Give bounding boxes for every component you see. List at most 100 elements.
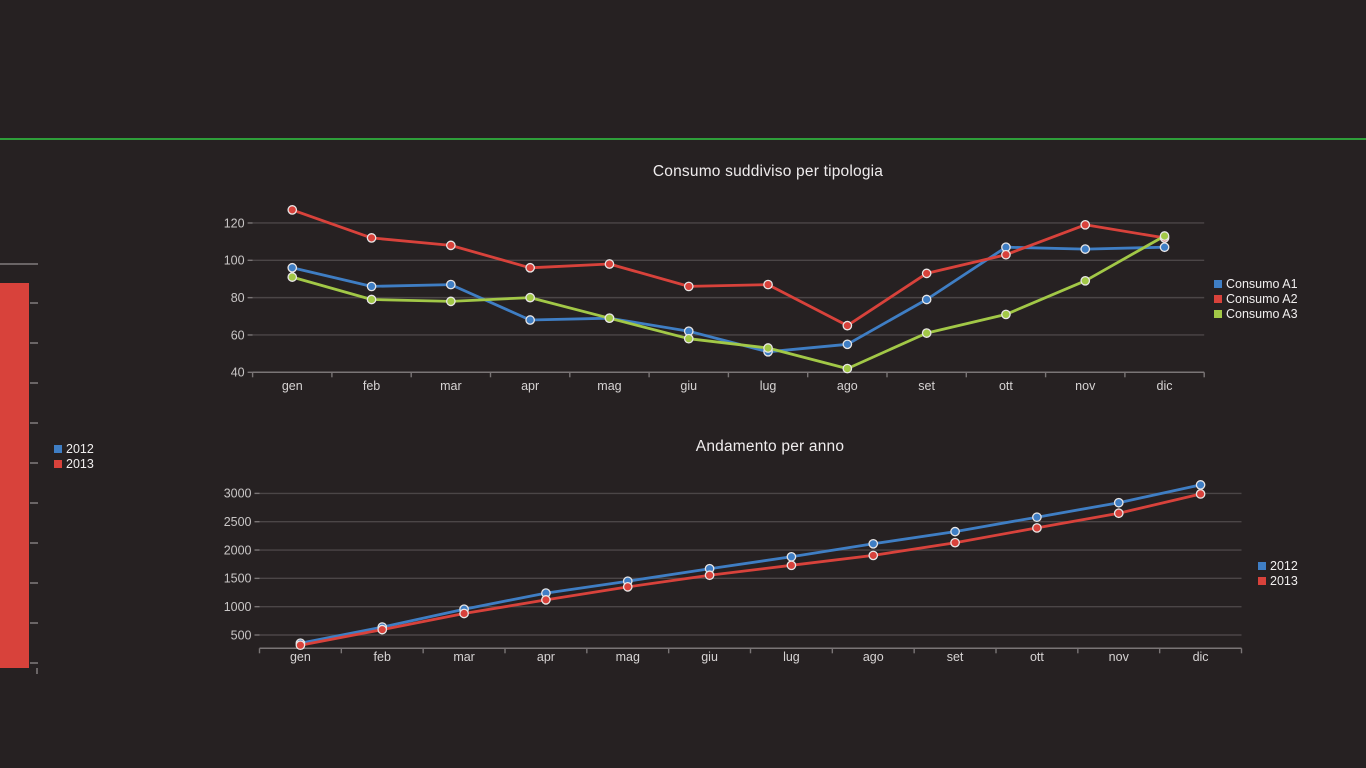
legend-swatch bbox=[54, 460, 62, 469]
data-point-Consumo A3-feb[interactable] bbox=[366, 294, 377, 305]
x-axis-label: lug bbox=[783, 650, 800, 664]
data-point-Consumo A2-feb[interactable] bbox=[366, 233, 377, 243]
chart-anno-legend: 2012 2013 bbox=[1258, 559, 1298, 589]
y-axis-label: 120 bbox=[224, 216, 245, 230]
legend-label: 2012 bbox=[1270, 559, 1298, 573]
data-point-2013-gen[interactable] bbox=[295, 640, 306, 651]
x-axis-label: giu bbox=[680, 379, 697, 393]
data-point-Consumo A1-ago[interactable] bbox=[842, 339, 853, 350]
legend-item-2012[interactable]: 2012 bbox=[54, 441, 94, 457]
legend-swatch bbox=[1214, 280, 1222, 288]
legend-item-Consumo A2[interactable]: Consumo A2 bbox=[1214, 292, 1298, 307]
data-point-Consumo A2-ott[interactable] bbox=[1001, 249, 1011, 260]
x-axis-label: mar bbox=[440, 379, 462, 393]
chart-title-tipologia: Consumo suddiviso per tipologia bbox=[652, 163, 884, 180]
data-point-Consumo A3-gen[interactable] bbox=[287, 272, 298, 282]
data-point-2013-set[interactable] bbox=[950, 537, 960, 548]
x-axis-label: dic bbox=[1157, 379, 1173, 393]
legend-swatch bbox=[1258, 577, 1266, 585]
data-point-Consumo A2-giu[interactable] bbox=[683, 281, 694, 292]
data-point-2012-lug[interactable] bbox=[786, 551, 797, 562]
y-axis-label: 2000 bbox=[224, 543, 252, 557]
x-axis-label: ott bbox=[1030, 650, 1044, 664]
data-point-Consumo A3-mar[interactable] bbox=[446, 296, 456, 307]
data-point-Consumo A1-feb[interactable] bbox=[366, 281, 377, 292]
y-axis-label: 60 bbox=[231, 328, 245, 342]
data-point-Consumo A3-mag[interactable] bbox=[604, 313, 615, 324]
legend-swatch bbox=[54, 444, 62, 453]
data-point-2012-ago[interactable] bbox=[868, 538, 879, 549]
data-point-2013-mag[interactable] bbox=[622, 582, 633, 592]
data-point-Consumo A2-lug[interactable] bbox=[763, 279, 773, 290]
y-axis-label: 1500 bbox=[224, 572, 252, 586]
data-point-Consumo A3-set[interactable] bbox=[921, 328, 932, 338]
clipped-y-axis-tick bbox=[29, 422, 38, 424]
data-point-2013-lug[interactable] bbox=[786, 560, 797, 571]
data-point-Consumo A3-ott[interactable] bbox=[1001, 309, 1011, 320]
y-axis-label: 40 bbox=[231, 366, 245, 380]
x-axis-label: gen bbox=[282, 379, 303, 393]
data-point-Consumo A1-dic[interactable] bbox=[1159, 242, 1170, 253]
data-point-Consumo A2-set[interactable] bbox=[921, 268, 932, 279]
data-point-Consumo A3-nov[interactable] bbox=[1080, 275, 1091, 286]
data-point-Consumo A2-mar[interactable] bbox=[446, 240, 456, 251]
x-axis-label: lug bbox=[760, 379, 777, 393]
x-axis-label: ago bbox=[863, 650, 884, 664]
legend-item-2012[interactable]: 2012 bbox=[1258, 559, 1298, 574]
data-point-2012-ott[interactable] bbox=[1032, 512, 1042, 523]
data-point-Consumo A3-apr[interactable] bbox=[525, 292, 535, 303]
data-point-2013-nov[interactable] bbox=[1113, 508, 1124, 519]
legend-item-2013[interactable]: 2013 bbox=[1258, 574, 1298, 589]
data-point-2013-dic[interactable] bbox=[1195, 489, 1206, 499]
x-axis-label: giu bbox=[701, 650, 718, 664]
data-point-Consumo A1-set[interactable] bbox=[921, 294, 932, 305]
data-point-Consumo A3-lug[interactable] bbox=[763, 343, 773, 353]
x-axis-label: feb bbox=[374, 650, 391, 664]
data-point-2012-set[interactable] bbox=[950, 526, 960, 537]
data-point-Consumo A2-apr[interactable] bbox=[525, 262, 535, 273]
legend-item-Consumo A1[interactable]: Consumo A1 bbox=[1214, 277, 1298, 292]
legend-label: 2013 bbox=[66, 457, 94, 472]
series-line-Consumo A2 bbox=[290, 208, 1166, 328]
data-point-Consumo A3-dic[interactable] bbox=[1159, 231, 1170, 241]
data-point-2013-ago[interactable] bbox=[868, 550, 879, 561]
y-axis-label: 80 bbox=[231, 291, 245, 305]
data-point-Consumo A1-mar[interactable] bbox=[446, 279, 456, 290]
series-line-2013 bbox=[299, 492, 1202, 647]
y-axis-label: 1000 bbox=[224, 600, 252, 614]
x-axis-label: set bbox=[918, 379, 935, 393]
y-axis-label: 2500 bbox=[224, 515, 252, 529]
data-point-Consumo A2-mag[interactable] bbox=[604, 259, 615, 269]
series-line-Consumo A1 bbox=[290, 245, 1166, 354]
header-divider-line bbox=[0, 138, 1366, 140]
data-point-Consumo A2-gen[interactable] bbox=[287, 205, 298, 215]
data-point-2012-nov[interactable] bbox=[1113, 497, 1124, 508]
data-point-2013-apr[interactable] bbox=[541, 595, 551, 605]
data-point-2013-giu[interactable] bbox=[704, 570, 715, 581]
data-point-2012-dic[interactable] bbox=[1195, 480, 1206, 490]
data-point-2013-mar[interactable] bbox=[459, 608, 469, 619]
data-point-Consumo A2-nov[interactable] bbox=[1080, 219, 1091, 230]
legend-item-2013[interactable]: 2013 bbox=[54, 457, 94, 473]
x-axis-label: nov bbox=[1075, 379, 1096, 393]
legend-item-Consumo A3[interactable]: Consumo A3 bbox=[1214, 307, 1298, 322]
data-point-Consumo A2-ago[interactable] bbox=[842, 320, 853, 331]
clipped-x-axis-tick bbox=[36, 668, 39, 674]
data-point-Consumo A1-apr[interactable] bbox=[525, 315, 535, 325]
clipped-top-gridline bbox=[0, 263, 38, 265]
clipped-bar-2013 bbox=[0, 282, 29, 668]
data-point-Consumo A1-nov[interactable] bbox=[1080, 244, 1091, 254]
legend-label: Consumo A1 bbox=[1226, 277, 1298, 291]
clipped-y-axis-tick bbox=[29, 582, 38, 584]
y-axis-label: 500 bbox=[231, 628, 252, 642]
x-axis-label: apr bbox=[521, 379, 539, 393]
data-point-Consumo A3-giu[interactable] bbox=[683, 333, 694, 344]
data-point-2013-feb[interactable] bbox=[377, 624, 388, 635]
series-line-Consumo A3 bbox=[290, 234, 1166, 371]
data-point-Consumo A1-gen[interactable] bbox=[287, 262, 298, 273]
legend-label: Consumo A2 bbox=[1226, 292, 1298, 306]
data-point-2013-ott[interactable] bbox=[1032, 523, 1042, 533]
clipped-y-axis-tick bbox=[29, 302, 38, 304]
data-point-Consumo A3-ago[interactable] bbox=[842, 363, 853, 374]
x-axis-label: mag bbox=[597, 379, 621, 393]
